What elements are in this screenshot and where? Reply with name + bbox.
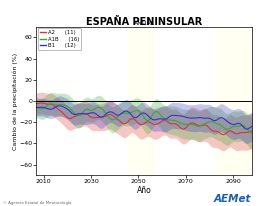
Title: ESPAÑA PENINSULAR: ESPAÑA PENINSULAR (86, 17, 203, 27)
Y-axis label: Cambio de la precipitación (%): Cambio de la precipitación (%) (12, 52, 18, 150)
Text: © Agencia Estatal de Meteorología: © Agencia Estatal de Meteorología (3, 201, 71, 205)
Text: AEMet: AEMet (213, 194, 251, 204)
Legend: A2      (11), A1B      (16), B1      (12): A2 (11), A1B (16), B1 (12) (38, 28, 81, 50)
Text: ANUAL: ANUAL (134, 21, 155, 26)
X-axis label: Año: Año (137, 186, 152, 195)
Bar (217, 27, 252, 175)
Bar (129, 27, 153, 175)
